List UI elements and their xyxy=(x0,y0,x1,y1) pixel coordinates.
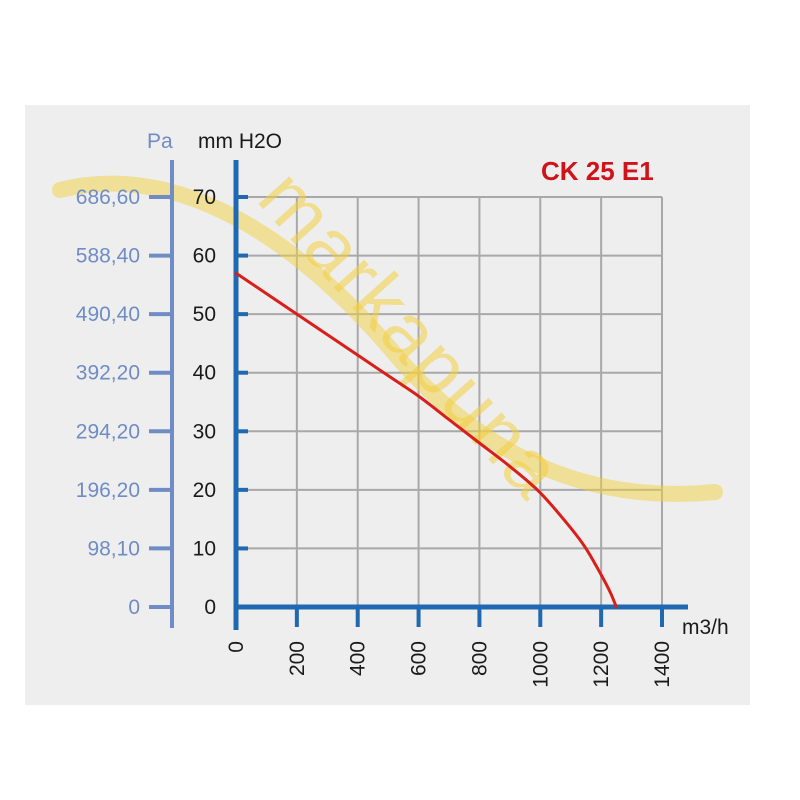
pressure-curve xyxy=(234,271,618,609)
mm-tick-label: 70 xyxy=(193,186,216,209)
mm-axis-ticks: 0 10 20 30 40 50 60 70 xyxy=(193,186,248,619)
mm-tick-label: 50 xyxy=(193,303,216,326)
pa-tick-label: 588,40 xyxy=(76,245,140,268)
mm-tick-label: 60 xyxy=(193,245,216,268)
pa-unit-label: Pa xyxy=(147,130,173,153)
x-tick-label: 800 xyxy=(468,641,491,676)
x-tick-label: 0 xyxy=(225,641,248,653)
pa-tick-label: 294,20 xyxy=(76,420,140,443)
x-tick-label: 1200 xyxy=(590,641,613,688)
x-unit-label: m3/h xyxy=(682,616,729,639)
x-tick-label: 1000 xyxy=(529,641,552,688)
mm-tick-label: 0 xyxy=(204,596,216,619)
pa-tick-label: 98,10 xyxy=(87,537,140,560)
mm-tick-label: 30 xyxy=(193,420,216,443)
model-title: CK 25 E1 xyxy=(541,156,654,186)
x-tick-label: 1400 xyxy=(651,641,674,688)
x-tick-label: 400 xyxy=(347,641,370,676)
series-group xyxy=(234,271,618,609)
x-tick-label: 200 xyxy=(286,641,309,676)
mm-tick-label: 20 xyxy=(193,479,216,502)
pa-axis-ticks: 0 98,10 196,20 294,20 392,20 490,40 588,40 686,… xyxy=(76,186,172,619)
pa-tick-label: 392,20 xyxy=(76,362,140,385)
mm-unit-label: mm H2O xyxy=(198,130,282,153)
pa-tick-label: 196,20 xyxy=(76,479,140,502)
x-tick-label: 600 xyxy=(408,641,431,676)
pa-tick-label: 686,60 xyxy=(76,186,140,209)
grid-lines xyxy=(236,196,663,607)
mm-tick-label: 10 xyxy=(193,537,216,560)
mm-tick-label: 40 xyxy=(193,362,216,385)
pa-tick-label: 490,40 xyxy=(76,303,140,326)
pa-tick-label: 0 xyxy=(128,596,140,619)
x-axis-ticks: 0 200 400 600 800 1000 1200 1400 xyxy=(225,607,674,688)
